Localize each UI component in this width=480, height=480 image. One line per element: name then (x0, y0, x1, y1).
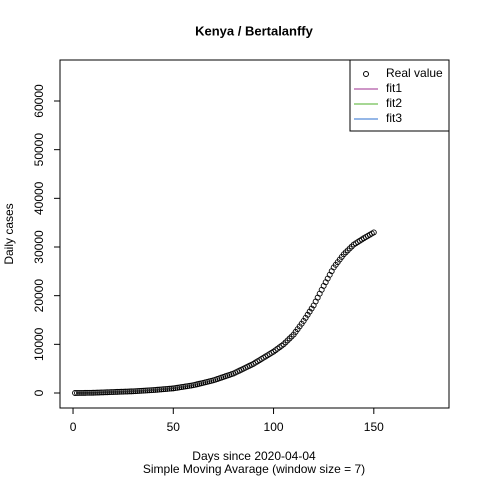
point (112, 389, 119, 395)
point (74, 390, 80, 396)
point (130, 388, 137, 395)
point (102, 389, 109, 396)
point (120, 388, 127, 395)
point (76, 389, 82, 396)
point (80, 389, 87, 396)
point (132, 388, 139, 395)
point (78, 389, 85, 396)
x-axis-label: Days since 2020-04-04 (192, 449, 316, 463)
point (82, 389, 89, 396)
y-tick-label: 50000 (32, 133, 46, 167)
y-tick-label: 10000 (32, 327, 46, 361)
point (114, 388, 121, 395)
point (152, 386, 159, 393)
point (106, 389, 113, 396)
point (142, 387, 149, 394)
point (156, 386, 163, 393)
point (162, 386, 169, 393)
point (286, 335, 293, 342)
point (90, 389, 97, 396)
point (186, 382, 193, 389)
point (164, 385, 171, 392)
point (88, 389, 95, 396)
point (168, 385, 175, 392)
point (104, 389, 111, 396)
point (148, 387, 155, 394)
point (370, 229, 377, 236)
x-tick-label: 0 (70, 420, 77, 434)
point (170, 385, 177, 392)
point (98, 389, 105, 396)
point (160, 386, 167, 393)
y-tick-label: 60000 (32, 84, 46, 118)
x-tick-label: 50 (167, 420, 181, 434)
point (108, 389, 115, 396)
y-tick-label: 30000 (32, 230, 46, 264)
point (288, 333, 295, 340)
point (178, 384, 185, 391)
y-tick-label: 0 (32, 389, 46, 396)
y-tick-label: 40000 (32, 181, 46, 215)
point (158, 386, 165, 393)
point (150, 387, 157, 394)
point (138, 387, 145, 394)
point (346, 245, 353, 252)
point (92, 389, 99, 396)
y-axis-label: Daily cases (2, 203, 16, 264)
point (122, 388, 129, 395)
point (72, 390, 78, 396)
legend-label: fit2 (386, 96, 402, 110)
legend-symbol (363, 71, 369, 77)
point (172, 385, 179, 392)
point (96, 389, 103, 396)
y-tick-label: 20000 (32, 279, 46, 313)
chart-title: Kenya / Bertalanffy (195, 23, 314, 38)
point (348, 243, 355, 250)
legend-label: fit1 (386, 81, 402, 95)
point (184, 383, 191, 390)
point (166, 385, 173, 392)
point (174, 384, 181, 391)
point (84, 389, 91, 396)
point (176, 384, 183, 391)
point (124, 388, 131, 395)
point (154, 386, 161, 393)
point (342, 249, 349, 256)
point (134, 388, 141, 395)
legend-label: fit3 (386, 111, 402, 125)
point (94, 389, 101, 396)
point (282, 339, 289, 346)
point (182, 383, 189, 390)
point (340, 251, 347, 258)
x-tick-label: 150 (364, 420, 384, 434)
point (126, 388, 133, 395)
point (146, 387, 153, 394)
x-tick-label: 100 (264, 420, 284, 434)
point (116, 388, 123, 395)
point (86, 389, 93, 396)
subtitle: Simple Moving Avarage (window size = 7) (143, 462, 365, 476)
point (180, 383, 187, 390)
point (128, 388, 135, 395)
point (144, 387, 151, 394)
point (188, 382, 195, 389)
point (118, 388, 125, 395)
point (344, 247, 351, 254)
point (284, 337, 291, 344)
legend-label: Real value (386, 66, 443, 80)
point (280, 341, 287, 348)
point (136, 387, 143, 394)
point (100, 389, 107, 396)
point (110, 389, 117, 395)
point (140, 387, 147, 394)
